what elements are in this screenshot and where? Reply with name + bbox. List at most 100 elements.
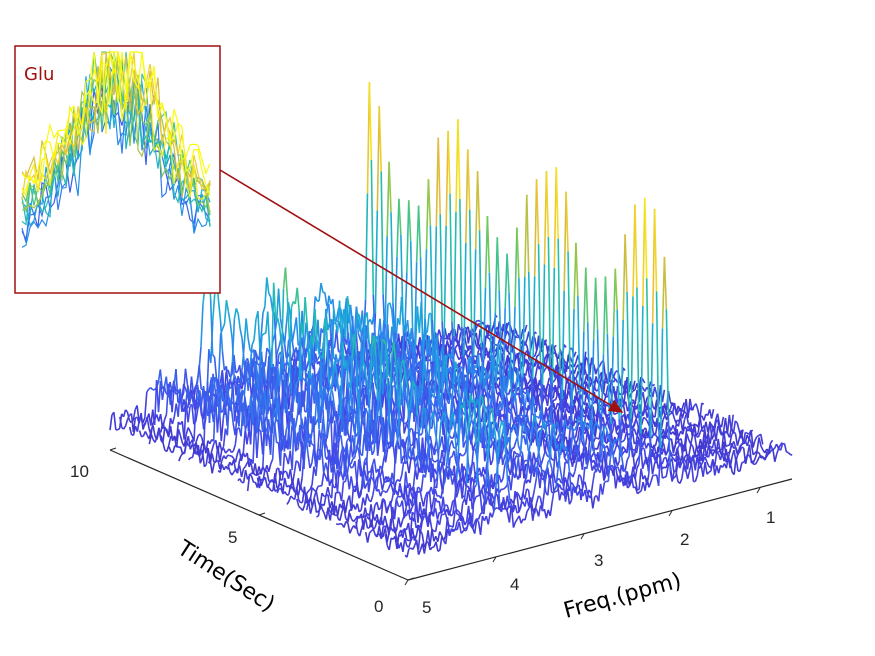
trace-segment xyxy=(159,369,164,389)
trace-segment xyxy=(340,481,345,502)
trace-segment xyxy=(260,479,264,487)
trace-segment xyxy=(325,308,329,331)
trace-segment xyxy=(303,361,308,384)
trace-segment xyxy=(322,434,327,457)
trace-segment xyxy=(341,341,346,369)
trace-segment xyxy=(297,379,300,383)
trace-segment xyxy=(487,373,491,380)
trace-segment xyxy=(528,427,533,434)
trace-segment xyxy=(316,341,320,353)
trace-segment xyxy=(490,459,494,466)
trace-segment xyxy=(179,388,183,407)
trace-segment xyxy=(274,489,278,493)
trace-segment xyxy=(454,338,458,341)
trace-segment xyxy=(422,448,426,473)
trace-segment xyxy=(377,473,382,479)
trace-segment xyxy=(405,353,409,378)
trace-segment xyxy=(543,340,548,346)
trace-segment xyxy=(305,436,309,455)
trace-segment xyxy=(472,447,477,451)
trace-segment xyxy=(410,427,413,430)
trace-segment xyxy=(264,425,268,431)
trace-segment xyxy=(397,356,402,380)
trace-segment xyxy=(221,323,226,330)
trace-segment xyxy=(214,376,218,387)
trace-segment xyxy=(152,419,156,424)
trace-segment xyxy=(315,510,319,514)
trace-segment xyxy=(168,446,172,453)
trace-segment xyxy=(687,398,691,418)
trace-segment xyxy=(357,449,362,466)
trace-segment xyxy=(277,400,282,424)
trace-segment xyxy=(447,130,451,194)
trace-segment xyxy=(374,210,379,314)
trace-segment xyxy=(403,425,407,434)
trace-segment xyxy=(194,383,198,388)
trace-segment xyxy=(710,408,715,419)
trace-segment xyxy=(600,354,605,415)
trace-segment xyxy=(309,348,313,372)
trace-segment xyxy=(503,419,508,446)
trace-segment xyxy=(412,447,416,467)
trace-segment xyxy=(382,440,387,463)
trace-segment xyxy=(253,383,257,388)
trace-segment xyxy=(337,389,342,394)
trace-segment xyxy=(315,358,319,362)
trace-segment xyxy=(335,329,340,352)
trace-segment xyxy=(196,384,201,400)
trace-segment xyxy=(395,318,399,342)
trace-segment xyxy=(187,385,191,403)
trace-segment xyxy=(276,488,280,494)
trace-segment xyxy=(585,356,589,361)
trace-segment xyxy=(485,363,490,373)
trace-segment xyxy=(401,372,406,400)
trace-segment xyxy=(335,372,340,391)
trace-segment xyxy=(113,412,117,430)
trace-segment xyxy=(480,425,484,443)
trace-segment xyxy=(356,489,360,499)
trace-segment xyxy=(323,387,328,397)
trace-segment xyxy=(320,282,324,293)
trace-segment xyxy=(222,428,227,447)
trace-segment xyxy=(314,419,318,426)
trace-segment xyxy=(472,424,476,435)
trace-segment xyxy=(291,341,296,355)
trace-segment xyxy=(577,296,581,396)
trace-segment xyxy=(253,319,257,341)
trace-segment xyxy=(195,409,199,422)
trace-segment xyxy=(428,419,432,434)
trace-segment xyxy=(347,523,351,534)
trace-segment xyxy=(253,391,258,417)
trace-segment xyxy=(284,491,288,496)
trace-segment xyxy=(534,349,538,357)
trace-segment xyxy=(352,456,356,460)
trace-segment xyxy=(358,509,362,513)
trace-segment xyxy=(248,412,252,433)
trace-segment xyxy=(535,179,540,245)
trace-segment xyxy=(220,410,224,414)
trace-segment xyxy=(284,470,287,473)
trace-segment xyxy=(404,459,409,464)
trace-segment xyxy=(633,428,637,435)
trace-segment xyxy=(148,434,153,445)
trace-segment xyxy=(346,437,350,442)
trace-segment xyxy=(361,418,365,424)
trace-segment xyxy=(654,423,659,435)
trace-segment xyxy=(469,355,474,377)
trace-segment xyxy=(496,326,501,338)
trace-segment xyxy=(429,225,434,320)
trace-segment xyxy=(267,359,271,414)
trace-segment xyxy=(484,405,488,410)
trace-segment xyxy=(240,453,244,462)
trace-segment xyxy=(436,447,440,479)
trace-segment xyxy=(190,393,195,407)
trace-segment xyxy=(400,417,404,422)
trace-segment xyxy=(232,459,237,471)
trace-segment xyxy=(362,472,366,489)
trace-segment xyxy=(417,205,422,258)
trace-segment xyxy=(419,432,423,436)
trace-segment xyxy=(180,383,185,401)
trace-segment xyxy=(567,420,571,424)
trace-segment xyxy=(434,429,438,442)
